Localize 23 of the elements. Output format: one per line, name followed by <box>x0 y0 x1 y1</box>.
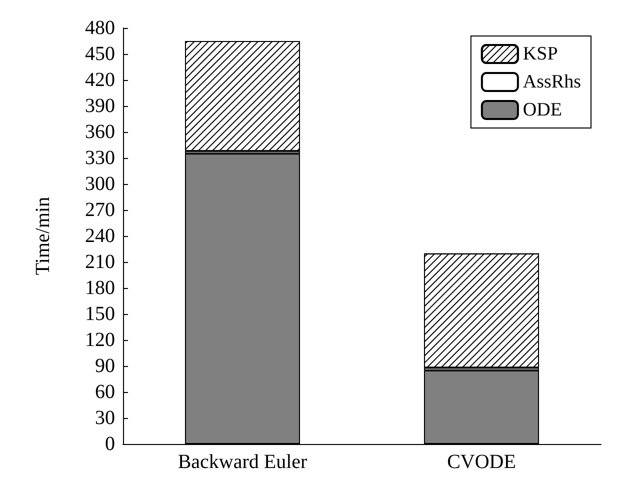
y-tick-label: 270 <box>85 199 115 221</box>
y-tick-label: 450 <box>85 43 115 65</box>
y-tick-label: 0 <box>105 433 115 455</box>
legend-label: KSP <box>522 44 558 64</box>
y-tick-label: 150 <box>85 303 115 325</box>
x-tick-label: CVODE <box>447 451 516 473</box>
y-tick-label: 420 <box>85 69 115 91</box>
y-tick-label: 390 <box>85 95 115 117</box>
y-tick-label: 180 <box>85 277 115 299</box>
y-axis-title: Time/min <box>32 196 54 276</box>
y-tick-label: 480 <box>85 17 115 39</box>
y-tick-label: 330 <box>85 147 115 169</box>
y-tick-label: 300 <box>85 173 115 195</box>
y-tick-label: 90 <box>95 355 115 377</box>
legend-label: ODE <box>522 100 562 120</box>
y-tick-label: 210 <box>85 251 115 273</box>
y-tick-label: 30 <box>95 407 115 429</box>
x-tick-label: Backward Euler <box>178 451 308 473</box>
y-tick-label: 60 <box>95 381 115 403</box>
legend-label: AssRhs <box>522 72 581 92</box>
y-tick-label: 360 <box>85 121 115 143</box>
y-tick-label: 240 <box>85 225 115 247</box>
y-tick-label: 120 <box>85 329 115 351</box>
